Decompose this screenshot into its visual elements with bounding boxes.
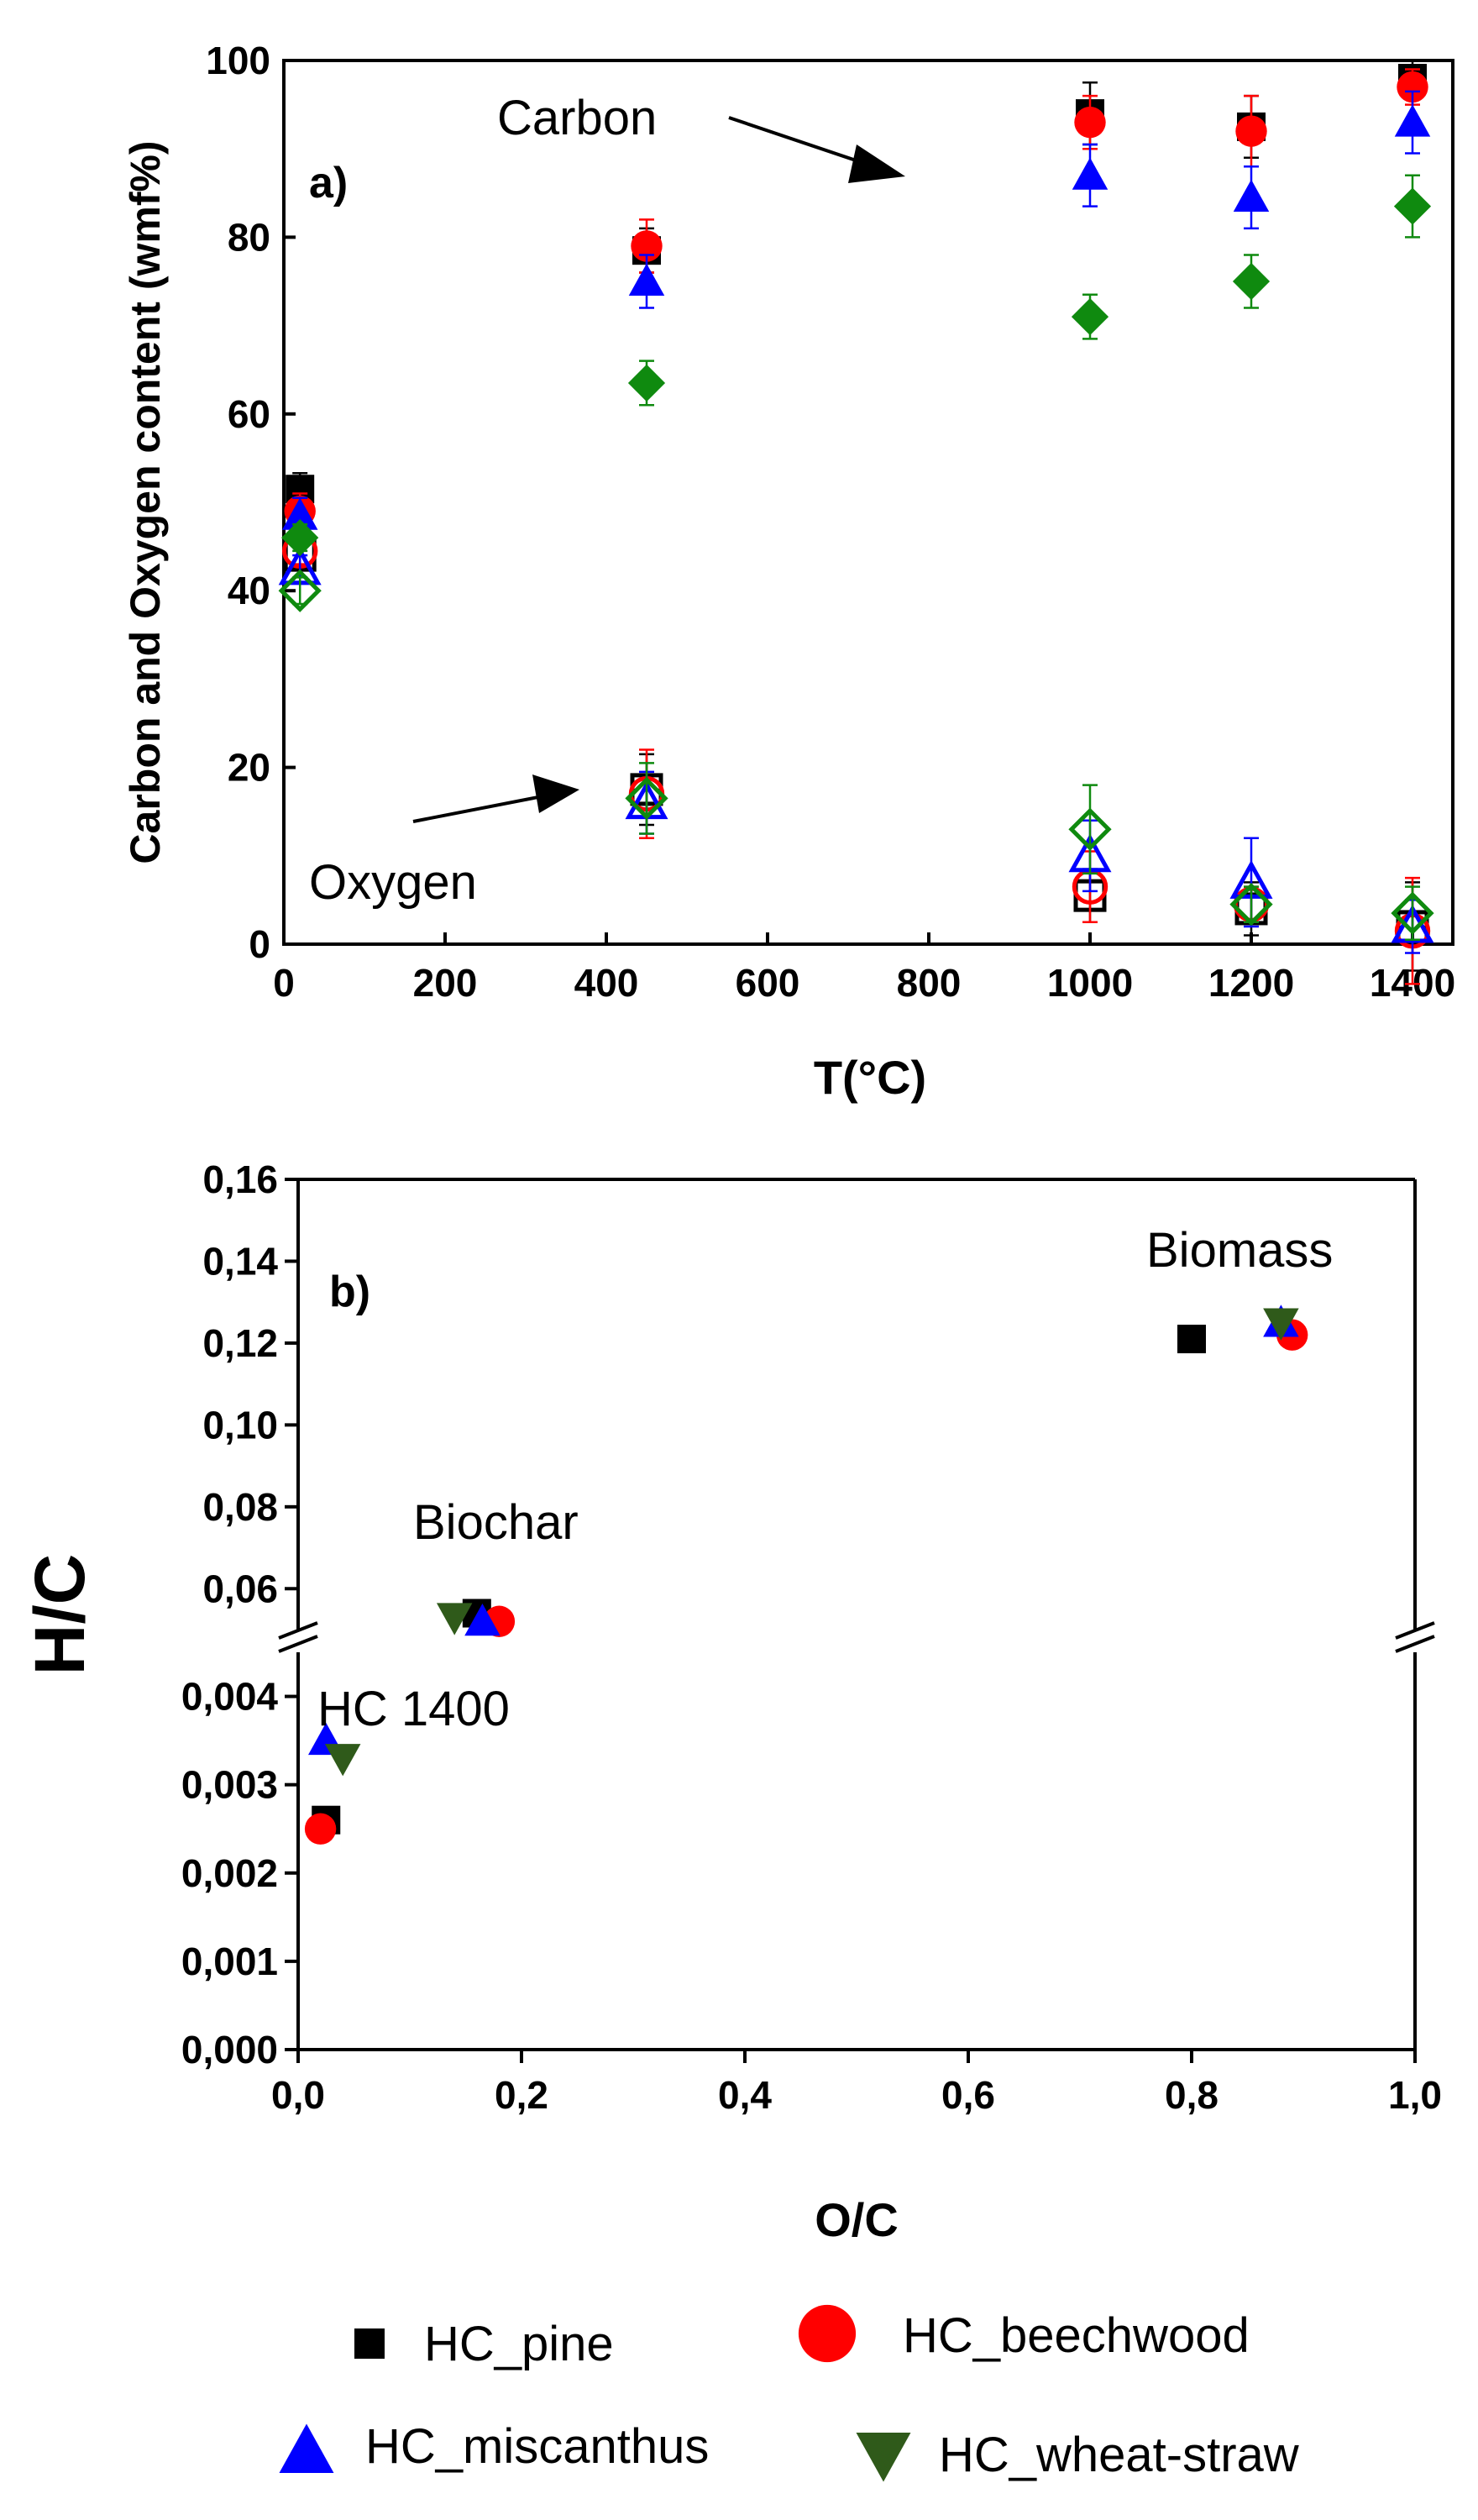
- legend-marker-hc-wheat-straw: [856, 2433, 911, 2482]
- panel-b-x-tick-label: 0,0: [271, 2073, 325, 2117]
- panel-a-x-tick-label: 200: [413, 961, 478, 1005]
- point-carbon-hc-beechwood: [631, 230, 663, 262]
- axis-break-right: [1395, 1621, 1435, 1653]
- panel-a-y-tick-label: 100: [206, 39, 270, 82]
- panel-a-plot-frame: [282, 59, 1454, 946]
- panel-a-y-tick-label: 40: [228, 569, 270, 612]
- panel-a-y-tick-label: 0: [249, 922, 270, 966]
- panel-a-y-tick-label: 20: [228, 746, 270, 790]
- panel-b-y-tick-label: 0,002: [181, 1851, 278, 1895]
- point-oxygen-hc-wheat-straw: [278, 569, 322, 612]
- panel-b-x-tick-label: 0,8: [1165, 2073, 1219, 2117]
- panel-b-y-tick-label: 0,12: [202, 1321, 278, 1365]
- panel-b-label: b): [329, 1268, 370, 1316]
- panel-b-y-tick-label: 0,004: [181, 1675, 279, 1719]
- biomass-annotation: Biomass: [1146, 1223, 1333, 1278]
- legend-label-beechwood: HC_beechwood: [903, 2308, 1250, 2363]
- panel-b-y-tick-label: 0,003: [181, 1763, 278, 1807]
- point-carbon-hc-beechwood: [1397, 71, 1428, 103]
- panel-a-x-tick-label: 800: [897, 961, 962, 1005]
- panel-a-x-axis-label: T(°C): [814, 1051, 926, 1104]
- panel-a-y-axis-label: Carbon and Oxygen content (wmf%): [122, 140, 169, 864]
- point-carbon-hc-wheat-straw: [1232, 262, 1271, 301]
- hc1400-annotation: HC 1400: [317, 1682, 510, 1736]
- point-hc-wheat-straw: [1263, 1308, 1299, 1341]
- panel-b-y-tick-label: 0,16: [202, 1158, 278, 1201]
- legend-label-wheat-straw: HC_wheat-straw: [939, 2428, 1300, 2482]
- panel-a-x-tick-label: 1000: [1047, 961, 1133, 1005]
- panel-b-y-tick-label: 0,10: [202, 1403, 278, 1446]
- point-carbon-hc-wheat-straw: [281, 518, 319, 557]
- point-carbon-hc-miscanthus: [628, 263, 665, 296]
- panel-b-y-axis-label: H/C: [20, 1554, 99, 1676]
- panel-a-x-tick-label: 600: [736, 961, 800, 1005]
- point-hc-miscanthus: [464, 1604, 501, 1636]
- legend: HC_pine HC_beechwood HC_miscanthus HC_wh…: [279, 2304, 1300, 2482]
- point-carbon-hc-miscanthus: [1072, 157, 1108, 190]
- panel-b-y-tick-label: 0,001: [181, 1940, 278, 1983]
- point-carbon-hc-wheat-straw: [1393, 187, 1432, 225]
- point-oxygen-hc-wheat-straw: [1391, 891, 1434, 935]
- panel-b-y-tick-label: 0,08: [202, 1485, 278, 1529]
- point-carbon-hc-wheat-straw: [1071, 297, 1109, 336]
- legend-marker-hc-miscanthus: [279, 2423, 334, 2473]
- panel-b: 0,0 0,2 0,4 0,6 0,8 1,0 0,000 0,001 0,002 0,003 0,…: [20, 1158, 1442, 2246]
- legend-marker-hc-pine: [354, 2328, 385, 2359]
- panel-b-x-tick-label: 0,2: [495, 2073, 548, 2117]
- panel-b-y-tick-label: 0,14: [202, 1239, 278, 1283]
- panel-b-y-tick-label: 0,06: [202, 1567, 278, 1610]
- point-carbon-hc-beechwood: [1074, 106, 1106, 139]
- legend-marker-hc-beechwood: [798, 2304, 857, 2363]
- panel-a-x-tick-label: 1200: [1208, 961, 1294, 1005]
- oxygen-annotation: Oxygen: [309, 855, 477, 910]
- point-hc-pine: [1177, 1325, 1206, 1354]
- point-hc-wheat-straw: [436, 1603, 473, 1635]
- panel-b-x-tick-label: 1,0: [1388, 2073, 1442, 2117]
- carbon-annotation: Carbon: [497, 91, 657, 145]
- point-oxygen-hc-wheat-straw: [1068, 807, 1112, 851]
- legend-label-pine: HC_pine: [424, 2317, 614, 2371]
- point-carbon-hc-miscanthus: [1394, 104, 1431, 137]
- oxygen-arrow-head: [532, 774, 579, 813]
- panel-a-y-tick-label: 60: [228, 392, 270, 436]
- panel-a-x-tick-label: 0: [273, 961, 295, 1005]
- point-carbon-hc-wheat-straw: [627, 364, 666, 402]
- point-carbon-hc-beechwood: [1235, 115, 1267, 147]
- point-oxygen-hc-wheat-straw: [625, 776, 668, 821]
- point-carbon-hc-miscanthus: [281, 497, 318, 530]
- point-hc-wheat-straw: [324, 1744, 361, 1777]
- point-oxygen-hc-wheat-straw: [1229, 883, 1273, 927]
- oxygen-arrow-shaft: [412, 795, 543, 823]
- panel-b-x-tick-label: 0,4: [718, 2073, 772, 2117]
- panel-a-label: a): [309, 159, 348, 207]
- panel-b-y-tick-label: 0,000: [181, 2028, 278, 2071]
- point-carbon-hc-miscanthus: [1233, 179, 1270, 213]
- panel-a-x-tick-label: 400: [574, 961, 639, 1005]
- carbon-arrow-head: [848, 144, 905, 183]
- legend-label-miscanthus: HC_miscanthus: [365, 2419, 709, 2474]
- panel-a-y-tick-label: 80: [228, 215, 270, 259]
- panel-b-x-tick-label: 0,6: [941, 2073, 995, 2117]
- point-hc-beechwood: [304, 1813, 337, 1845]
- biochar-annotation: Biochar: [413, 1495, 579, 1550]
- axis-break-left: [278, 1621, 318, 1653]
- carbon-arrow-shaft: [728, 116, 869, 166]
- panel-b-x-axis-label: O/C: [815, 2193, 899, 2246]
